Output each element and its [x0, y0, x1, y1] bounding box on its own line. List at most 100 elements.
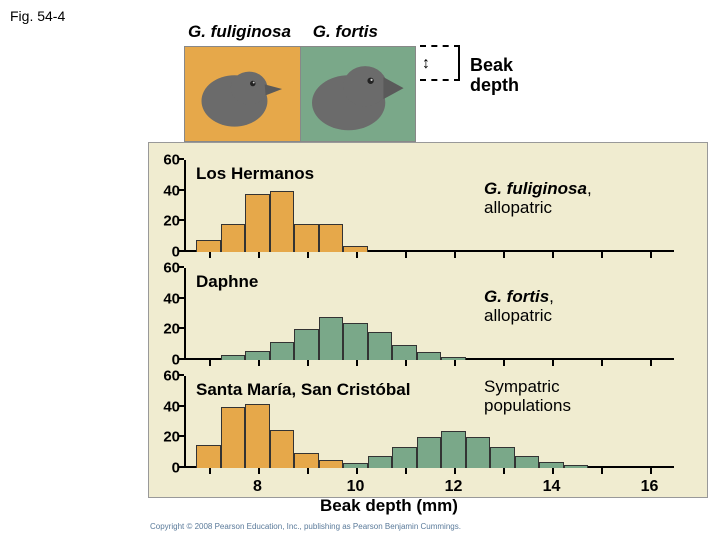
x-tick-mark — [405, 360, 407, 366]
histogram-panel: 0204060DaphneG. fortis,allopatric — [184, 268, 674, 360]
histogram-bar — [343, 246, 368, 252]
histogram-bar — [294, 224, 319, 252]
histogram-bar — [270, 191, 295, 252]
y-tick-label: 20 — [154, 213, 180, 230]
panel-title: Los Hermanos — [196, 164, 314, 184]
x-tick-mark — [258, 252, 260, 258]
x-tick-mark — [552, 252, 554, 258]
histogram-panel: 0204060Los HermanosG. fuliginosa,allopat… — [184, 160, 674, 252]
histogram-bar — [221, 224, 246, 252]
x-tick-mark — [552, 468, 554, 474]
x-tick-label: 10 — [347, 478, 365, 496]
x-tick-mark — [356, 360, 358, 366]
bird-fortis-icon — [312, 56, 404, 131]
x-tick-mark — [209, 252, 211, 258]
x-tick-mark — [454, 360, 456, 366]
x-tick-mark — [503, 468, 505, 474]
x-tick-label: 8 — [253, 478, 262, 496]
histogram-bar — [343, 323, 368, 360]
histogram-bar — [392, 345, 417, 360]
x-tick-mark — [258, 360, 260, 366]
x-tick-mark — [307, 468, 309, 474]
x-tick-mark — [601, 468, 603, 474]
histogram-bar — [245, 194, 270, 252]
histogram-bar — [221, 355, 246, 360]
x-tick-mark — [307, 360, 309, 366]
species-a-label: G. fuliginosa — [188, 22, 308, 42]
species-header: G. fuliginosa G. fortis — [188, 22, 423, 42]
y-tick-label: 0 — [154, 244, 180, 261]
panel-species-label: G. fuliginosa,allopatric — [484, 180, 592, 217]
y-tick-label: 40 — [154, 182, 180, 199]
x-tick-mark — [209, 360, 211, 366]
histogram-bar — [515, 456, 540, 468]
histogram-bar — [368, 332, 393, 360]
histogram-bar — [466, 437, 491, 468]
histogram-bar — [245, 351, 270, 360]
histogram-bar — [441, 431, 466, 468]
x-tick-mark — [209, 468, 211, 474]
figure-label: Fig. 54-4 — [10, 8, 65, 24]
x-axis-label: Beak depth (mm) — [320, 496, 458, 516]
y-tick-label: 40 — [154, 290, 180, 307]
histogram-bar — [564, 465, 589, 468]
y-tick-label: 40 — [154, 398, 180, 415]
x-tick-mark — [356, 252, 358, 258]
histogram-bar — [417, 352, 442, 360]
beak-depth-label: Beakdepth — [470, 56, 519, 96]
histogram-bar — [490, 447, 515, 468]
y-tick-label: 0 — [154, 460, 180, 477]
histogram-bar — [221, 407, 246, 468]
x-tick-mark — [454, 468, 456, 474]
histogram-bar — [417, 437, 442, 468]
x-tick-mark — [356, 468, 358, 474]
panel-title: Daphne — [196, 272, 258, 292]
x-tick-mark — [503, 252, 505, 258]
panel-species-label: G. fortis,allopatric — [484, 288, 554, 325]
histogram-bar — [319, 317, 344, 360]
y-tick-label: 20 — [154, 429, 180, 446]
copyright-text: Copyright © 2008 Pearson Education, Inc.… — [150, 522, 461, 531]
histogram-bar — [270, 430, 295, 468]
histogram-bar — [294, 329, 319, 360]
y-tick-label: 60 — [154, 260, 180, 277]
x-tick-mark — [405, 252, 407, 258]
histogram-bar — [319, 460, 344, 468]
histogram-bar — [441, 357, 466, 360]
panel-species-label: Sympatricpopulations — [484, 378, 571, 415]
y-tick-label: 60 — [154, 152, 180, 169]
histogram-bar — [343, 463, 368, 468]
x-tick-mark — [601, 360, 603, 366]
histogram-bar — [319, 224, 344, 252]
histogram-bar — [196, 445, 221, 468]
species-b-label: G. fortis — [313, 22, 423, 42]
y-tick-label: 0 — [154, 352, 180, 369]
bird-box-fortis — [301, 47, 416, 141]
histogram-panel: 0204060810121416Santa María, San Cristób… — [184, 376, 674, 468]
x-tick-label: 12 — [445, 478, 463, 496]
histogram-bar — [294, 453, 319, 468]
histogram-bar — [392, 447, 417, 468]
x-tick-mark — [650, 468, 652, 474]
x-tick-mark — [601, 252, 603, 258]
x-tick-mark — [307, 252, 309, 258]
histogram-bar — [539, 462, 564, 468]
histogram-bar — [368, 456, 393, 468]
panel-title: Santa María, San Cristóbal — [196, 380, 410, 400]
y-tick-label: 60 — [154, 368, 180, 385]
bird-illustration-panel — [184, 46, 416, 142]
beak-depth-arrows: ↕ — [422, 55, 430, 73]
x-tick-mark — [650, 360, 652, 366]
x-tick-mark — [258, 468, 260, 474]
x-tick-mark — [503, 360, 505, 366]
x-tick-label: 16 — [641, 478, 659, 496]
x-tick-label: 14 — [543, 478, 561, 496]
x-tick-mark — [405, 468, 407, 474]
y-tick-label: 20 — [154, 321, 180, 338]
bird-fuliginosa-icon — [196, 56, 288, 131]
histogram-bar — [245, 404, 270, 468]
x-tick-mark — [650, 252, 652, 258]
bird-box-fuliginosa — [185, 47, 301, 141]
histogram-bar — [196, 240, 221, 252]
histogram-bar — [270, 342, 295, 360]
